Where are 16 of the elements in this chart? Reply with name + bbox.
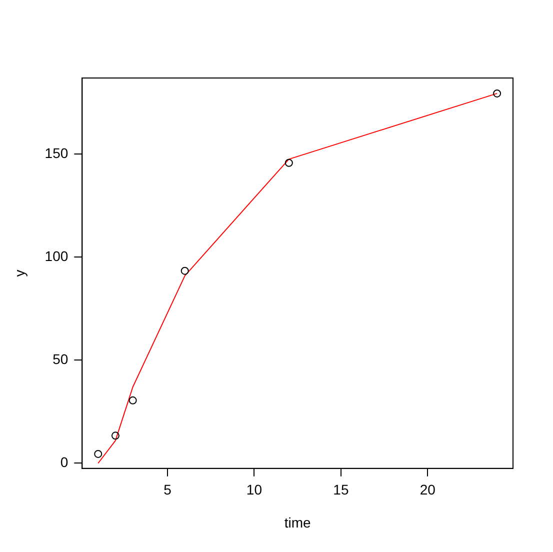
y-tick-label: 100 xyxy=(44,248,68,264)
point xyxy=(128,396,137,404)
y-tick-label: 0 xyxy=(60,454,68,470)
point xyxy=(111,432,120,440)
point xyxy=(284,158,293,167)
y-tick-label: 50 xyxy=(52,351,68,368)
x-axis-title: time xyxy=(284,514,312,530)
x-tick-label: 10 xyxy=(246,482,262,498)
point xyxy=(94,450,102,458)
point xyxy=(180,266,189,275)
point xyxy=(493,89,502,98)
x-tick-label: 15 xyxy=(333,482,349,498)
y-axis-title: y xyxy=(11,270,28,277)
x-tick-label: 5 xyxy=(164,482,172,498)
y-tick-label: 150 xyxy=(44,145,68,162)
x-tick-label: 20 xyxy=(420,482,436,498)
